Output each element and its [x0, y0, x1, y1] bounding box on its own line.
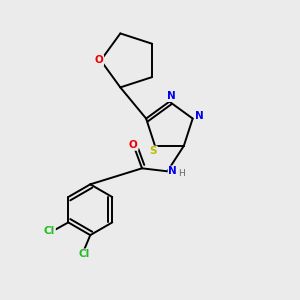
Text: N: N	[195, 111, 204, 121]
Text: Cl: Cl	[79, 249, 90, 259]
Text: H: H	[178, 169, 184, 178]
Text: N: N	[167, 91, 175, 101]
Text: O: O	[129, 140, 138, 150]
Text: S: S	[149, 146, 157, 156]
Text: O: O	[94, 56, 103, 65]
Text: Cl: Cl	[44, 226, 55, 236]
Text: N: N	[168, 166, 177, 176]
